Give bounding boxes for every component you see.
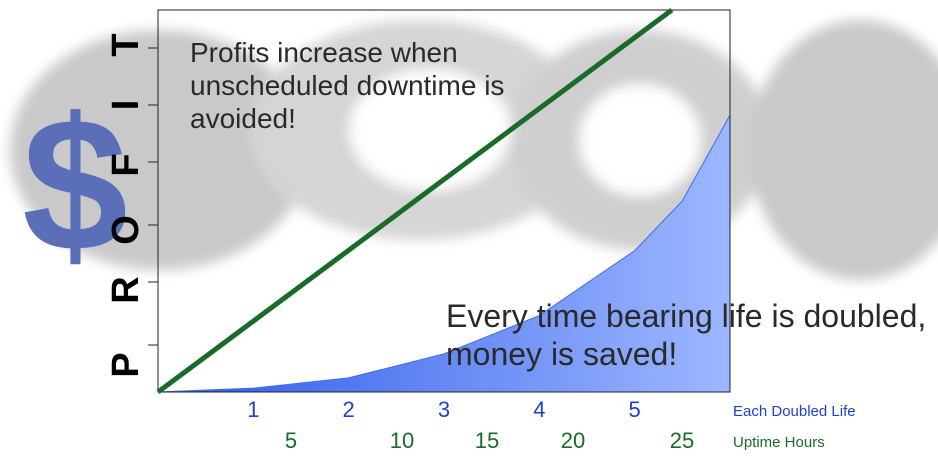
y-axis-label-letter: I [105, 100, 147, 111]
y-axis-label-letter: T [105, 33, 147, 56]
x2-tick-label: 5 [285, 428, 297, 453]
x2-axis-label: Uptime Hours [733, 434, 825, 451]
x-axis-label: Each Doubled Life [733, 403, 856, 420]
x-tick-label: 2 [343, 397, 355, 422]
slide: $ PROFIT12345510152025Each Doubled LifeU… [0, 0, 938, 459]
y-axis-label-letter: P [105, 352, 147, 377]
annotation: Every time bearing life is doubled, mone… [446, 298, 938, 374]
x2-tick-label: 20 [561, 428, 585, 453]
y-axis-label-letter: F [105, 153, 147, 176]
x-tick-label: 1 [247, 397, 259, 422]
x2-tick-label: 25 [670, 428, 694, 453]
x-tick-label: 3 [438, 397, 450, 422]
x2-tick-label: 10 [390, 428, 414, 453]
y-axis-label-letter: R [105, 276, 147, 303]
x-tick-label: 5 [629, 397, 641, 422]
y-axis-label-letter: O [105, 215, 147, 245]
x2-tick-label: 15 [475, 428, 499, 453]
x-tick-label: 4 [533, 397, 545, 422]
annotation: Profits increase when unscheduled downti… [190, 36, 535, 135]
